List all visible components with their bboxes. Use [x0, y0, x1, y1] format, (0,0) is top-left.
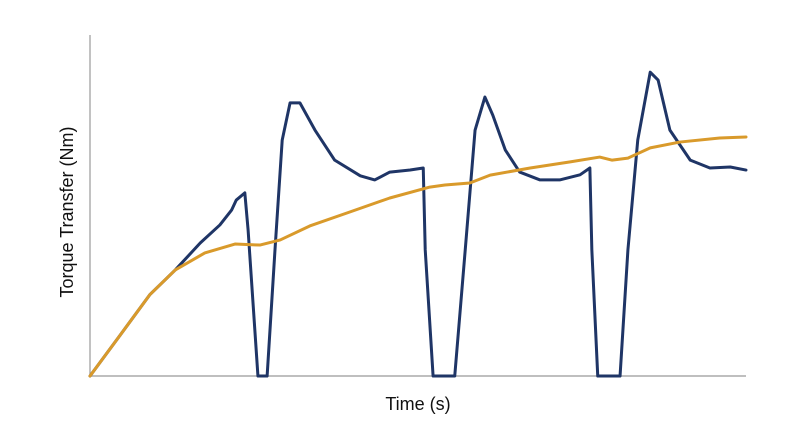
x-axis-label: Time (s) — [385, 394, 450, 414]
data-line — [88, 135, 748, 378]
data-line — [88, 70, 748, 378]
y-axis-label: Torque Transfer (Nm) — [57, 126, 77, 297]
